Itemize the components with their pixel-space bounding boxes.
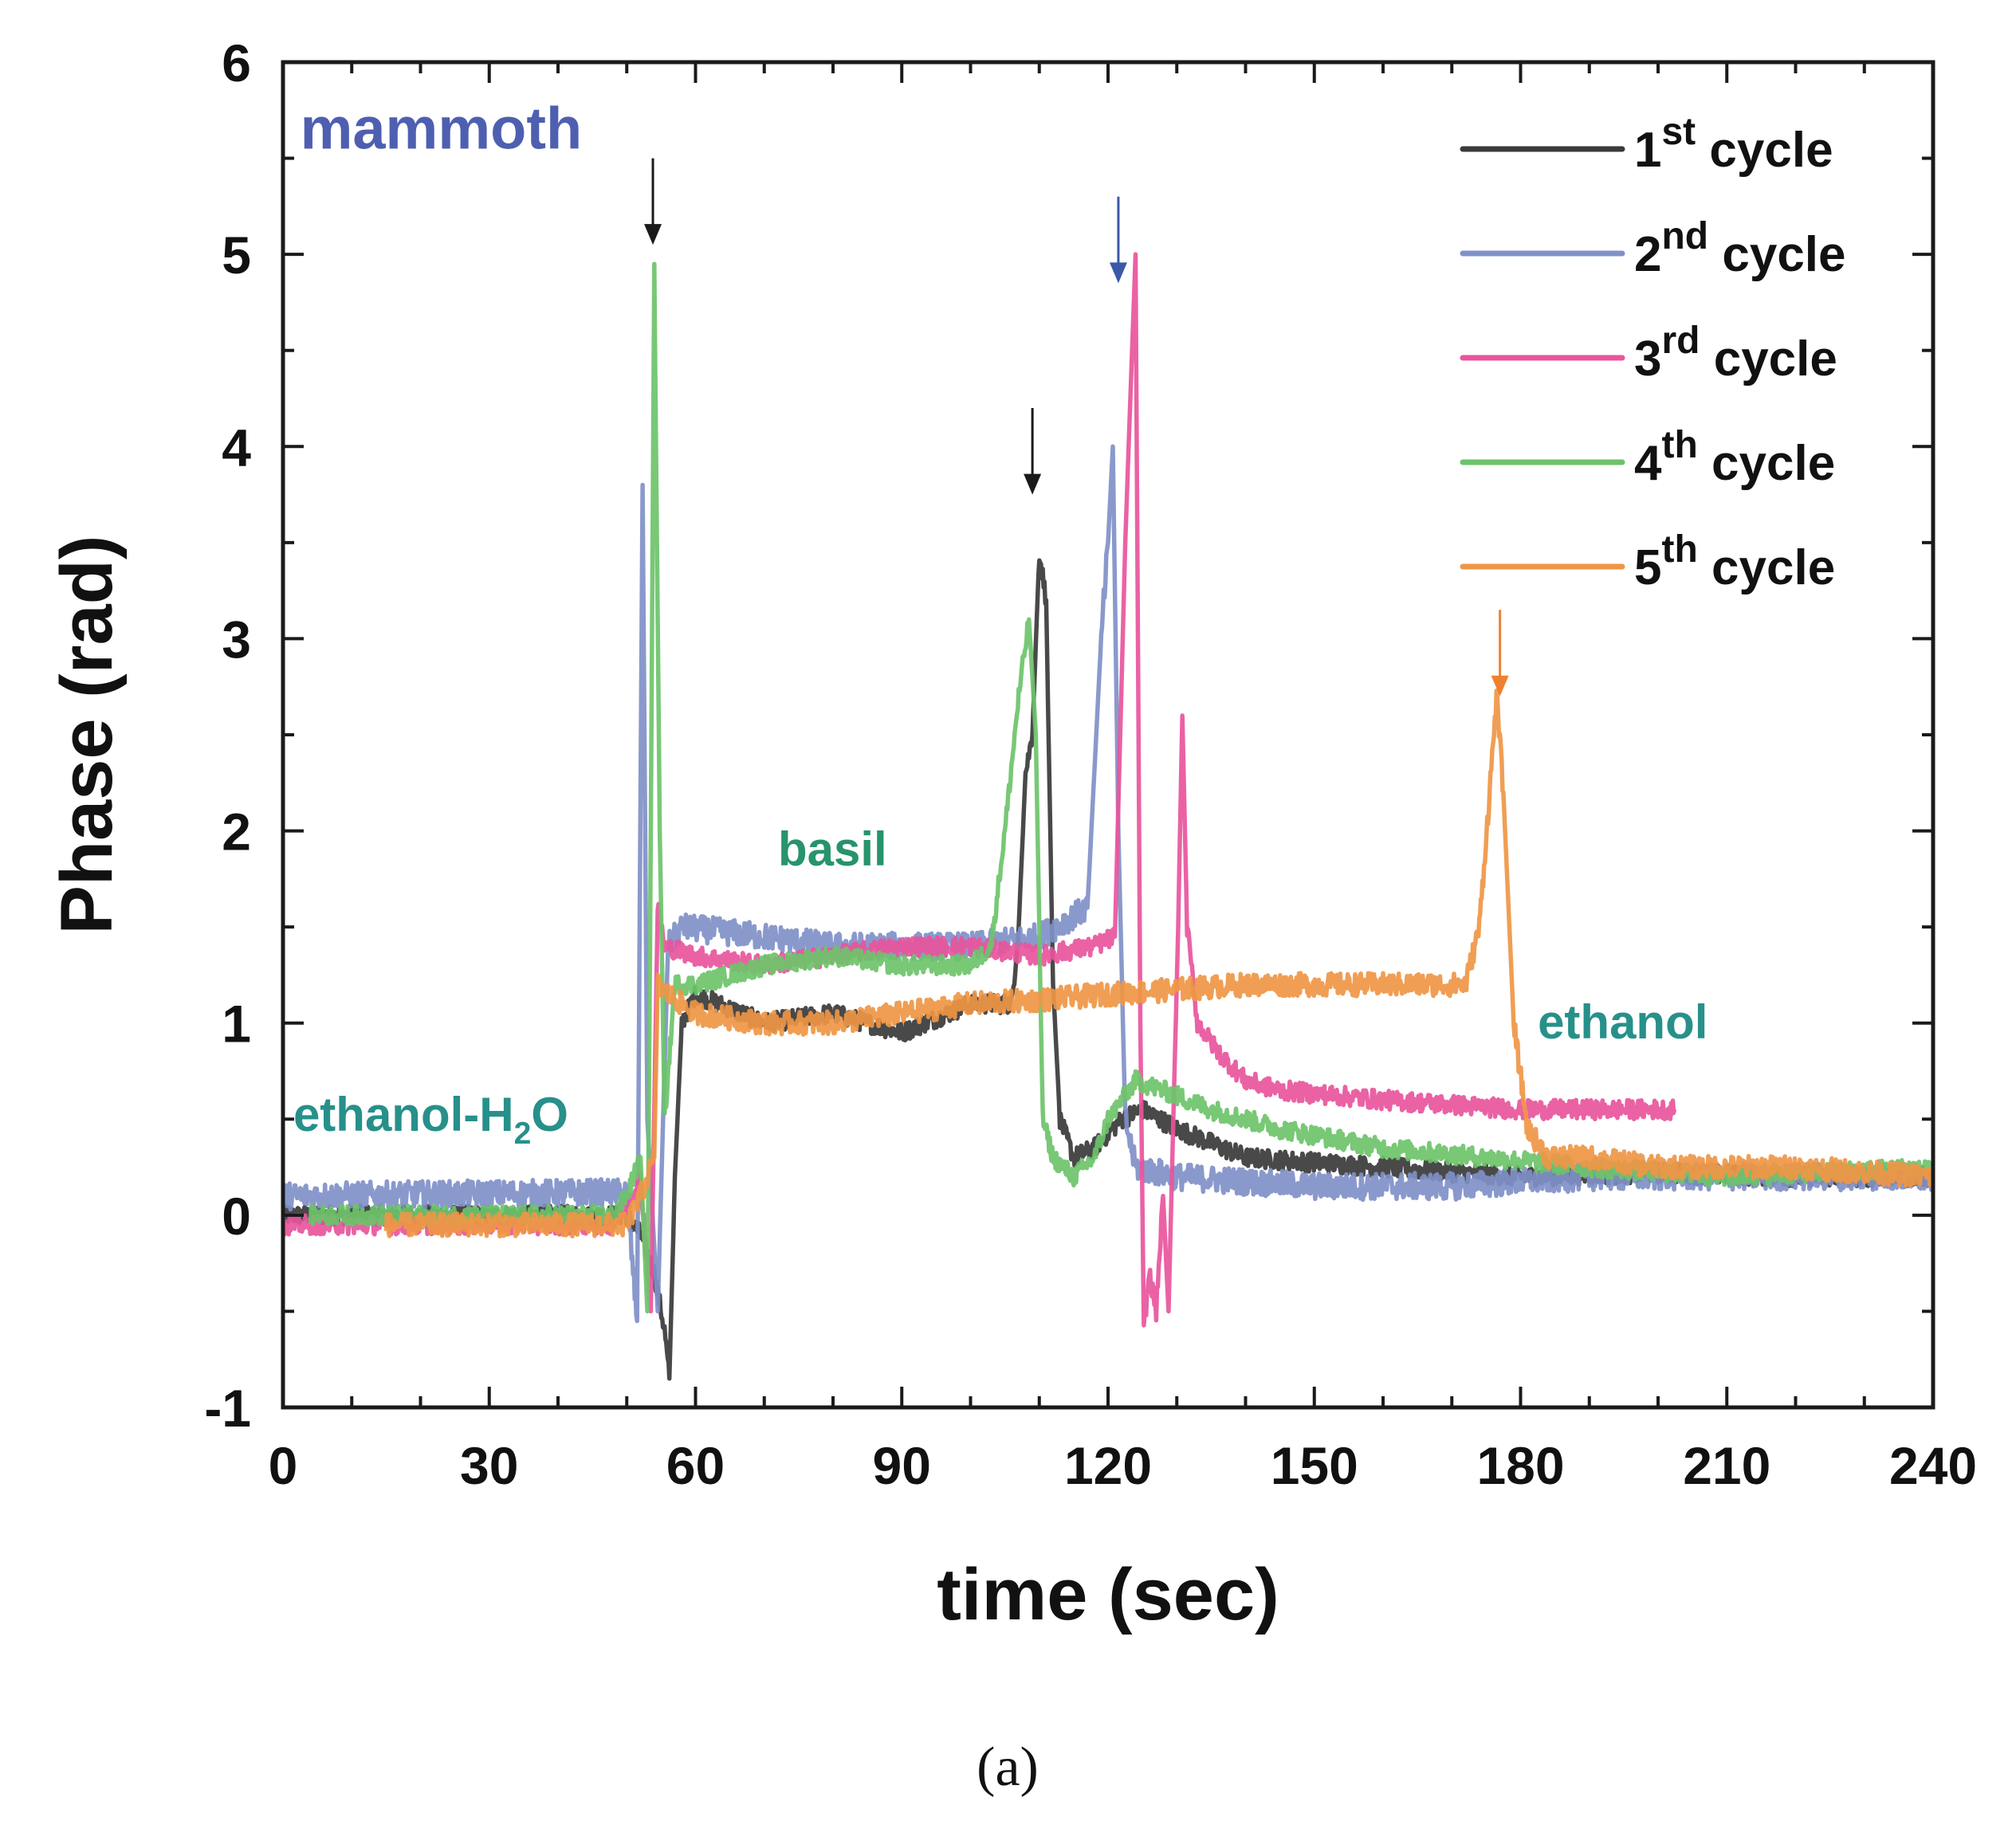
x-tick-label: 210	[1683, 1436, 1770, 1495]
series-line-2	[283, 444, 1933, 1324]
legend-label-1: 1st cycle	[1634, 111, 1833, 178]
x-axis-label: time (sec)	[937, 1554, 1279, 1635]
x-tick-label: 120	[1064, 1436, 1152, 1495]
legend-label-4: 4th cycle	[1634, 424, 1835, 491]
y-tick-label: -1	[204, 1379, 251, 1438]
y-tick-label: 0	[222, 1187, 251, 1246]
annotation-basil: basil	[778, 822, 887, 876]
x-tick-label: 60	[666, 1436, 725, 1495]
legend-label-2: 2nd cycle	[1634, 215, 1846, 282]
annotations: mammoth basil ethanol ethanol-H2O	[293, 96, 1708, 1151]
annotation-arrow-head	[1109, 262, 1127, 284]
annotation-ethanol-h2o: ethanol-H2O	[293, 1088, 568, 1151]
y-tick-label: 1	[222, 995, 251, 1054]
y-tick-labels: -1 0 1 2 3 4 5 6	[204, 33, 251, 1438]
y-tick-label: 6	[222, 33, 251, 92]
legend-label-5: 5th cycle	[1634, 528, 1835, 595]
series-line-5	[383, 688, 1933, 1239]
y-axis-label: Phase (rad)	[46, 535, 128, 934]
annotation-mammoth: mammoth	[301, 96, 583, 162]
x-tick-label: 0	[269, 1436, 298, 1495]
annotation-arrow-head	[1024, 473, 1042, 495]
y-tick-label: 5	[222, 226, 251, 285]
x-tick-label: 90	[873, 1436, 931, 1495]
annotation-arrow-head	[1491, 675, 1509, 697]
annotation-arrow-head	[644, 224, 662, 245]
x-tick-label: 30	[460, 1436, 518, 1495]
y-tick-label: 4	[222, 418, 251, 477]
y-tick-label: 3	[222, 610, 251, 669]
x-tick-label: 240	[1889, 1436, 1977, 1495]
legend: 1st cycle 2nd cycle 3rd cycle 4th cycle 5th …	[1460, 111, 1846, 595]
annotation-ethanol: ethanol	[1538, 995, 1708, 1049]
x-tick-labels: 0 30 60 90 120 150 180 210 240	[269, 1436, 1977, 1495]
annotation-arrows	[644, 158, 1509, 697]
x-tick-label: 150	[1271, 1436, 1358, 1495]
series-layer	[283, 252, 1933, 1381]
axis-ticks	[281, 61, 1935, 1409]
y-tick-label: 2	[222, 803, 251, 861]
figure-caption: (a)	[977, 1737, 1039, 1798]
legend-label-3: 3rd cycle	[1634, 320, 1837, 387]
x-tick-label: 180	[1476, 1436, 1564, 1495]
